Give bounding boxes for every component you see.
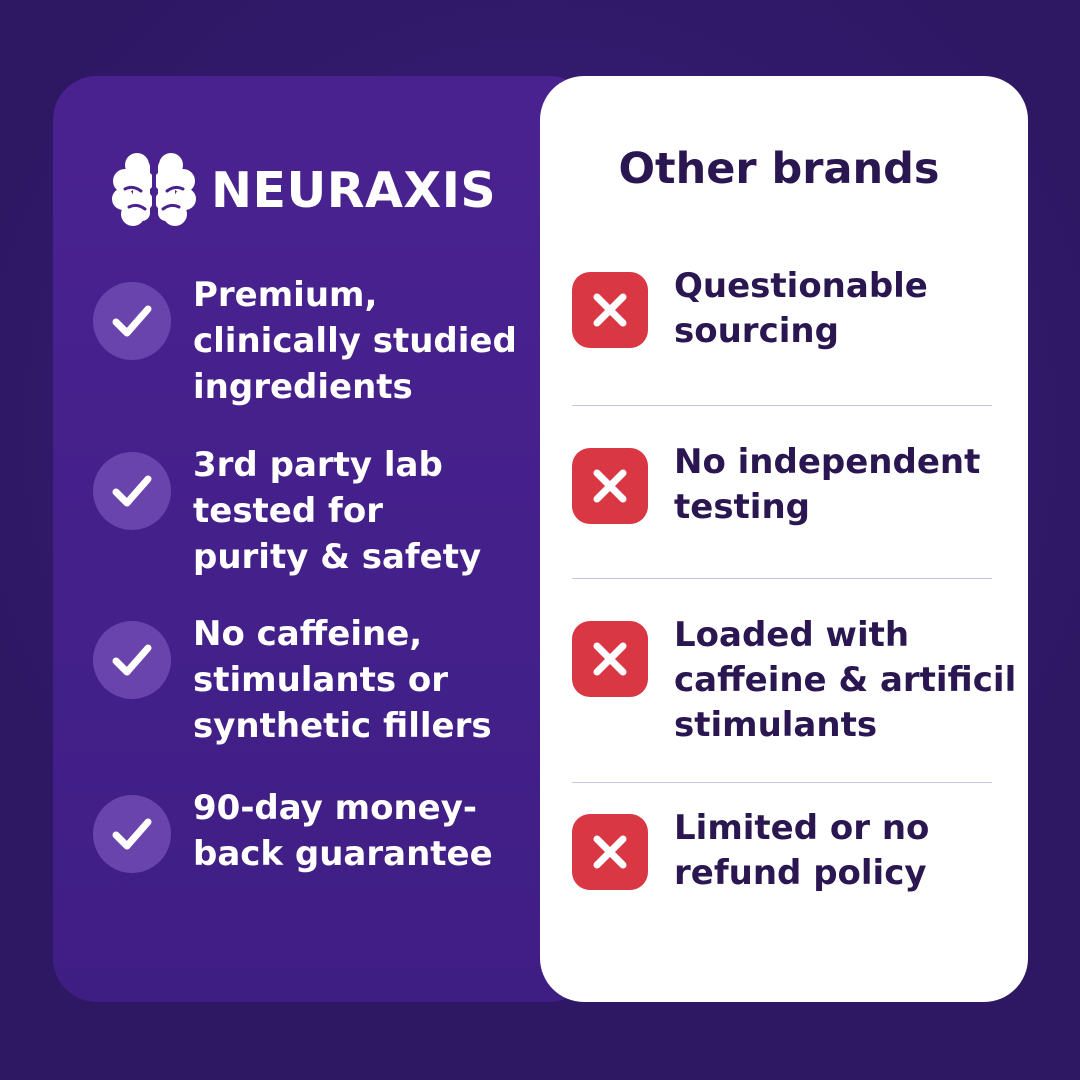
pro-line: back guarantee — [193, 834, 493, 874]
con-line: Questionable — [674, 266, 928, 306]
check-icon — [112, 475, 152, 507]
con-line: No independent — [674, 442, 981, 482]
check-icon — [112, 818, 152, 850]
x-icon — [593, 469, 627, 503]
neuraxis-panel: NEURAXIS Premium, clinically studied ing… — [53, 76, 593, 1002]
divider — [572, 782, 992, 783]
brain-icon — [112, 153, 196, 227]
x-icon — [593, 835, 627, 869]
con-line: caffeine & artificil — [674, 660, 1017, 700]
divider — [572, 578, 992, 579]
brand-header: NEURAXIS — [111, 153, 497, 227]
other-brands-panel: Other brands Questionable sourcing No in… — [540, 76, 1028, 1002]
pro-line: 90-day money- — [193, 788, 477, 828]
x-box — [572, 621, 648, 697]
check-icon — [112, 644, 152, 676]
x-box — [572, 448, 648, 524]
x-box — [572, 814, 648, 890]
pro-text: 90-day money- back guarantee — [193, 785, 523, 877]
divider — [572, 405, 992, 406]
check-circle — [93, 621, 171, 699]
pro-text: Premium, clinically studied ingredients — [193, 272, 523, 410]
check-icon — [112, 305, 152, 337]
pro-line: tested for — [193, 491, 383, 531]
x-icon — [593, 642, 627, 676]
pro-line: 3rd party lab — [193, 445, 443, 485]
con-line: Limited or no — [674, 808, 930, 848]
con-line: testing — [674, 487, 810, 527]
other-brands-title: Other brands — [618, 144, 940, 194]
pro-line: Premium, — [193, 275, 378, 315]
pro-text: 3rd party lab tested for purity & safety — [193, 442, 523, 580]
pro-line: synthetic fillers — [193, 706, 492, 746]
con-text: Limited or no refund policy — [674, 806, 1034, 896]
pro-line: clinically studied — [193, 321, 517, 361]
pro-line: stimulants or — [193, 660, 449, 700]
con-line: Loaded with — [674, 615, 910, 655]
pro-text: No caffeine, stimulants or synthetic fil… — [193, 611, 523, 749]
con-text: No independent testing — [674, 440, 1034, 530]
con-line: refund policy — [674, 853, 927, 893]
con-line: stimulants — [674, 705, 878, 745]
x-box — [572, 272, 648, 348]
check-circle — [93, 795, 171, 873]
con-text: Loaded with caffeine & artificil stimula… — [674, 613, 1034, 748]
con-text: Questionable sourcing — [674, 264, 1034, 354]
pro-line: ingredients — [193, 367, 413, 407]
check-circle — [93, 282, 171, 360]
pro-line: purity & safety — [193, 537, 482, 577]
pro-line: No caffeine, — [193, 614, 423, 654]
x-icon — [593, 293, 627, 327]
check-circle — [93, 452, 171, 530]
brand-name: NEURAXIS — [211, 161, 497, 219]
con-line: sourcing — [674, 311, 839, 351]
